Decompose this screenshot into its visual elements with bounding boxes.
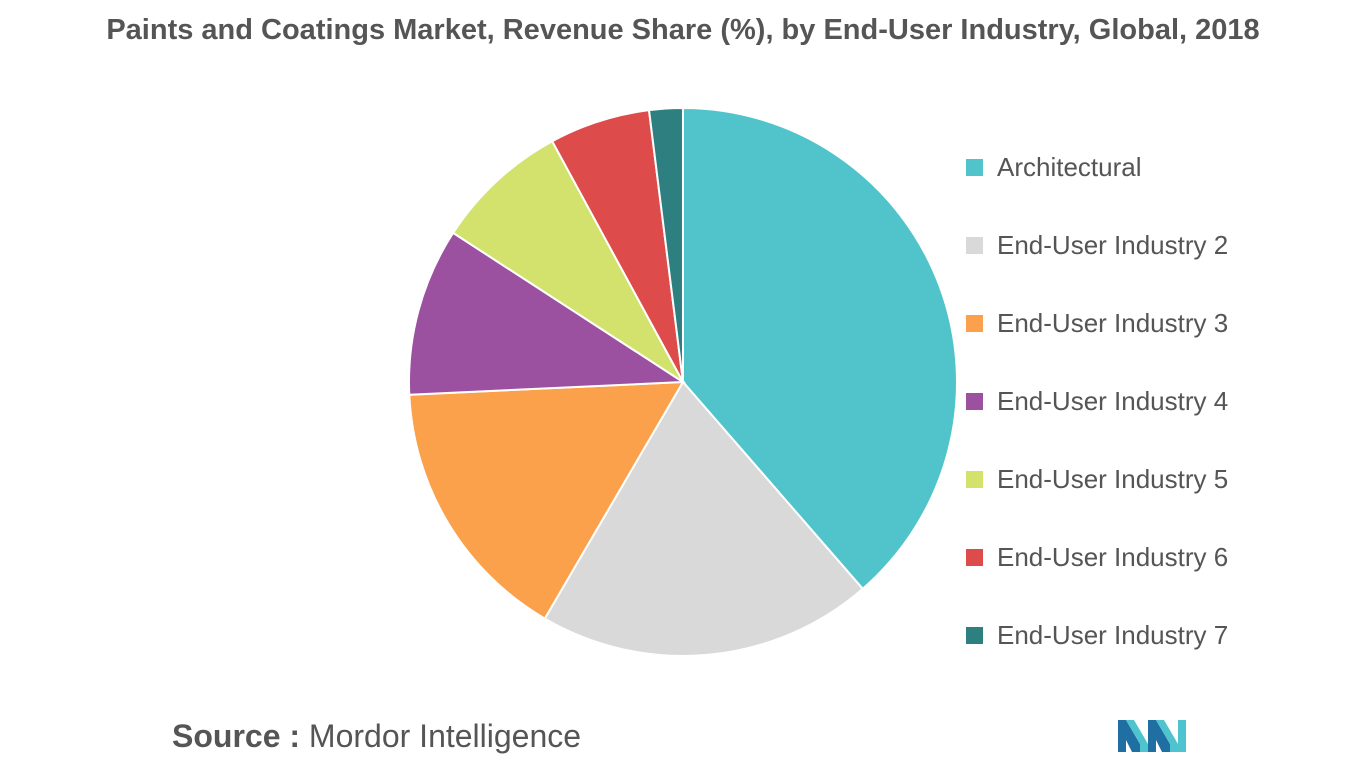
mordor-intelligence-logo-icon bbox=[1118, 720, 1186, 752]
legend-item-4: End-User Industry 4 bbox=[966, 362, 1228, 440]
legend-label: Architectural bbox=[997, 151, 1142, 182]
legend-label: End-User Industry 2 bbox=[997, 229, 1229, 260]
legend-item-5: End-User Industry 5 bbox=[966, 440, 1228, 518]
legend-item-2: End-User Industry 2 bbox=[966, 206, 1228, 284]
legend-swatch bbox=[966, 626, 983, 644]
legend-swatch bbox=[966, 548, 983, 566]
pie-slice-5 bbox=[451, 139, 684, 383]
legend-label: End-User Industry 4 bbox=[997, 385, 1229, 416]
pie-slice-3 bbox=[408, 380, 685, 620]
legend-item-7: End-User Industry 7 bbox=[966, 596, 1228, 674]
chart-legend: Architectural End-User Industry 2 End-User… bbox=[966, 128, 1228, 674]
legend-label: End-User Industry 5 bbox=[997, 463, 1229, 494]
legend-swatch bbox=[966, 392, 983, 410]
legend-item-1: Architectural bbox=[966, 128, 1228, 206]
legend-label: End-User Industry 6 bbox=[997, 541, 1229, 572]
legend-swatch bbox=[966, 314, 983, 332]
pie-slice-1 bbox=[682, 106, 958, 591]
legend-swatch bbox=[966, 470, 983, 488]
legend-swatch bbox=[966, 158, 983, 176]
source-label: Source : bbox=[172, 718, 301, 754]
legend-item-6: End-User Industry 6 bbox=[966, 518, 1228, 596]
pie-slice-2 bbox=[543, 380, 865, 657]
pie-slice-7 bbox=[647, 106, 684, 383]
legend-label: End-User Industry 7 bbox=[997, 619, 1229, 650]
source-text: Mordor Intelligence bbox=[308, 718, 582, 754]
legend-item-3: End-User Industry 3 bbox=[966, 284, 1228, 362]
pie-slice-4 bbox=[408, 231, 687, 396]
source-note: Source : Mordor Intelligence bbox=[172, 718, 581, 755]
chart-title: Paints and Coatings Market, Revenue Shar… bbox=[106, 14, 1260, 46]
legend-label: End-User Industry 3 bbox=[997, 307, 1229, 338]
legend-swatch bbox=[966, 236, 983, 254]
